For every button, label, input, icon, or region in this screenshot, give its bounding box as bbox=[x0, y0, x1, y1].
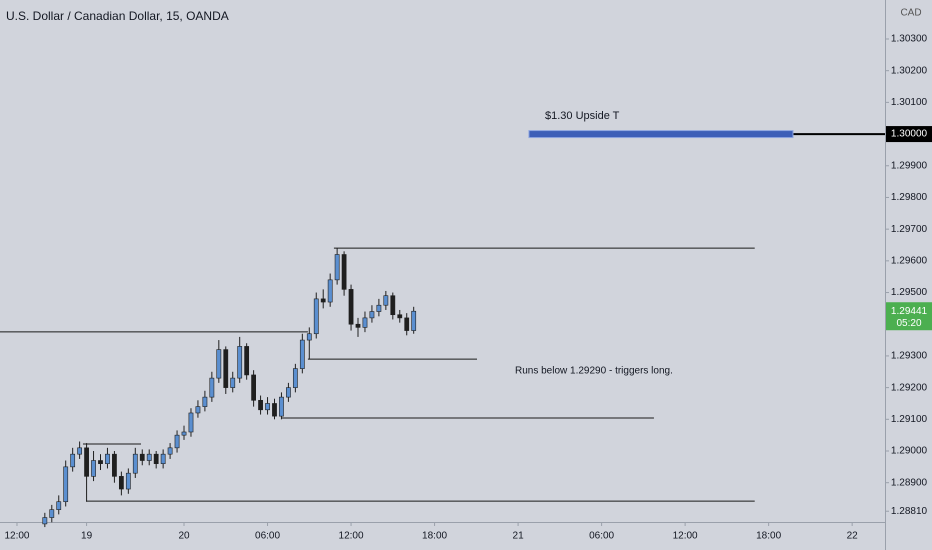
y-tick-label: 1.29000 bbox=[891, 446, 928, 457]
target-zone bbox=[528, 130, 794, 139]
y-tick-label: 1.29500 bbox=[891, 287, 928, 298]
candle-body bbox=[265, 403, 270, 411]
x-tick-label: 19 bbox=[81, 531, 93, 542]
candle-body bbox=[42, 517, 48, 525]
candle-body bbox=[202, 396, 208, 407]
candle-body bbox=[223, 349, 229, 388]
candle-body bbox=[313, 298, 319, 335]
x-tick-label: 18:00 bbox=[422, 531, 447, 542]
x-tick-label: 12:00 bbox=[339, 531, 364, 542]
candle-body bbox=[181, 431, 187, 436]
candle-body bbox=[272, 403, 277, 417]
price-label: 1.30000 bbox=[891, 129, 928, 140]
x-tick-label: 22 bbox=[847, 531, 859, 542]
candle-body bbox=[77, 447, 83, 455]
candle-body bbox=[132, 453, 138, 474]
y-tick-label: 1.29300 bbox=[891, 351, 928, 362]
last-price-box bbox=[886, 302, 932, 331]
candle-body bbox=[125, 472, 131, 490]
countdown-label: 05:20 bbox=[896, 318, 921, 329]
candle-body bbox=[188, 412, 194, 433]
y-tick-label: 1.29700 bbox=[891, 224, 928, 235]
price-label-box bbox=[886, 126, 932, 143]
candle-body bbox=[397, 314, 403, 319]
last-price-label: 1.29441 bbox=[891, 306, 928, 317]
candle-body bbox=[98, 460, 103, 464]
y-tick-label: 1.30100 bbox=[891, 97, 928, 108]
y-tick-label: 1.29100 bbox=[891, 414, 928, 425]
x-tick-label: 12:00 bbox=[4, 531, 29, 542]
candle-body bbox=[216, 349, 222, 379]
x-tick-label: 06:00 bbox=[255, 531, 280, 542]
candle-body bbox=[376, 304, 382, 312]
candle-body bbox=[112, 453, 117, 477]
y-tick-label: 1.29800 bbox=[891, 192, 928, 203]
x-tick-label: 12:00 bbox=[673, 531, 698, 542]
candle-body bbox=[411, 310, 417, 331]
candle-body bbox=[279, 396, 284, 417]
candle-body bbox=[167, 447, 173, 455]
candle-body bbox=[341, 254, 347, 290]
candle-body bbox=[390, 295, 396, 316]
y-tick-label: 1.30300 bbox=[891, 34, 928, 45]
candle-body bbox=[306, 333, 312, 341]
candle-body bbox=[56, 501, 62, 510]
candle-body bbox=[174, 434, 180, 449]
candle-body bbox=[195, 406, 201, 414]
candle-body bbox=[244, 346, 250, 376]
x-tick-label: 21 bbox=[513, 531, 525, 542]
candle-body bbox=[355, 323, 361, 328]
y-tick-label: 1.29200 bbox=[891, 382, 928, 393]
x-tick-label: 20 bbox=[178, 531, 190, 542]
candle-body bbox=[369, 311, 375, 319]
x-tick-label: 06:00 bbox=[589, 531, 614, 542]
annotation: Runs below 1.29290 - triggers long. bbox=[515, 366, 673, 377]
candle-body bbox=[237, 346, 243, 379]
candle-body bbox=[286, 387, 291, 398]
y-tick-label: 1.29900 bbox=[891, 160, 928, 171]
candle-body bbox=[91, 460, 96, 477]
candle-body bbox=[63, 466, 69, 503]
candle-body bbox=[251, 374, 257, 401]
x-tick-label: 18:00 bbox=[756, 531, 781, 542]
candle-body bbox=[292, 368, 298, 388]
y-tick-label: 1.30200 bbox=[891, 65, 928, 76]
candle-body bbox=[139, 453, 145, 461]
currency-label: CAD bbox=[900, 8, 921, 19]
candle-body bbox=[383, 295, 389, 306]
candle-body bbox=[404, 317, 410, 331]
candle-body bbox=[299, 339, 305, 369]
candle-body bbox=[84, 447, 89, 477]
candle-body bbox=[70, 453, 76, 468]
candle-body bbox=[230, 377, 236, 388]
candle-body bbox=[118, 476, 124, 490]
chart-title: U.S. Dollar / Canadian Dollar, 15, OANDA bbox=[6, 9, 229, 23]
candle-body bbox=[320, 298, 326, 303]
annotation: $1.30 Upside T bbox=[545, 110, 620, 122]
candle-body bbox=[153, 453, 159, 464]
candle-body bbox=[334, 254, 340, 281]
candle-body bbox=[258, 399, 263, 411]
candle-body bbox=[160, 453, 166, 464]
candle-body bbox=[348, 289, 354, 325]
candle-body bbox=[327, 279, 333, 303]
y-tick-label: 1.28900 bbox=[891, 477, 928, 488]
candle-body bbox=[209, 377, 215, 398]
candle-body bbox=[146, 453, 152, 461]
y-tick-label: 1.28810 bbox=[891, 506, 928, 517]
candle-body bbox=[49, 509, 55, 518]
y-tick-label: 1.29600 bbox=[891, 255, 928, 266]
candle-body bbox=[105, 453, 110, 464]
candle-body bbox=[362, 317, 368, 328]
